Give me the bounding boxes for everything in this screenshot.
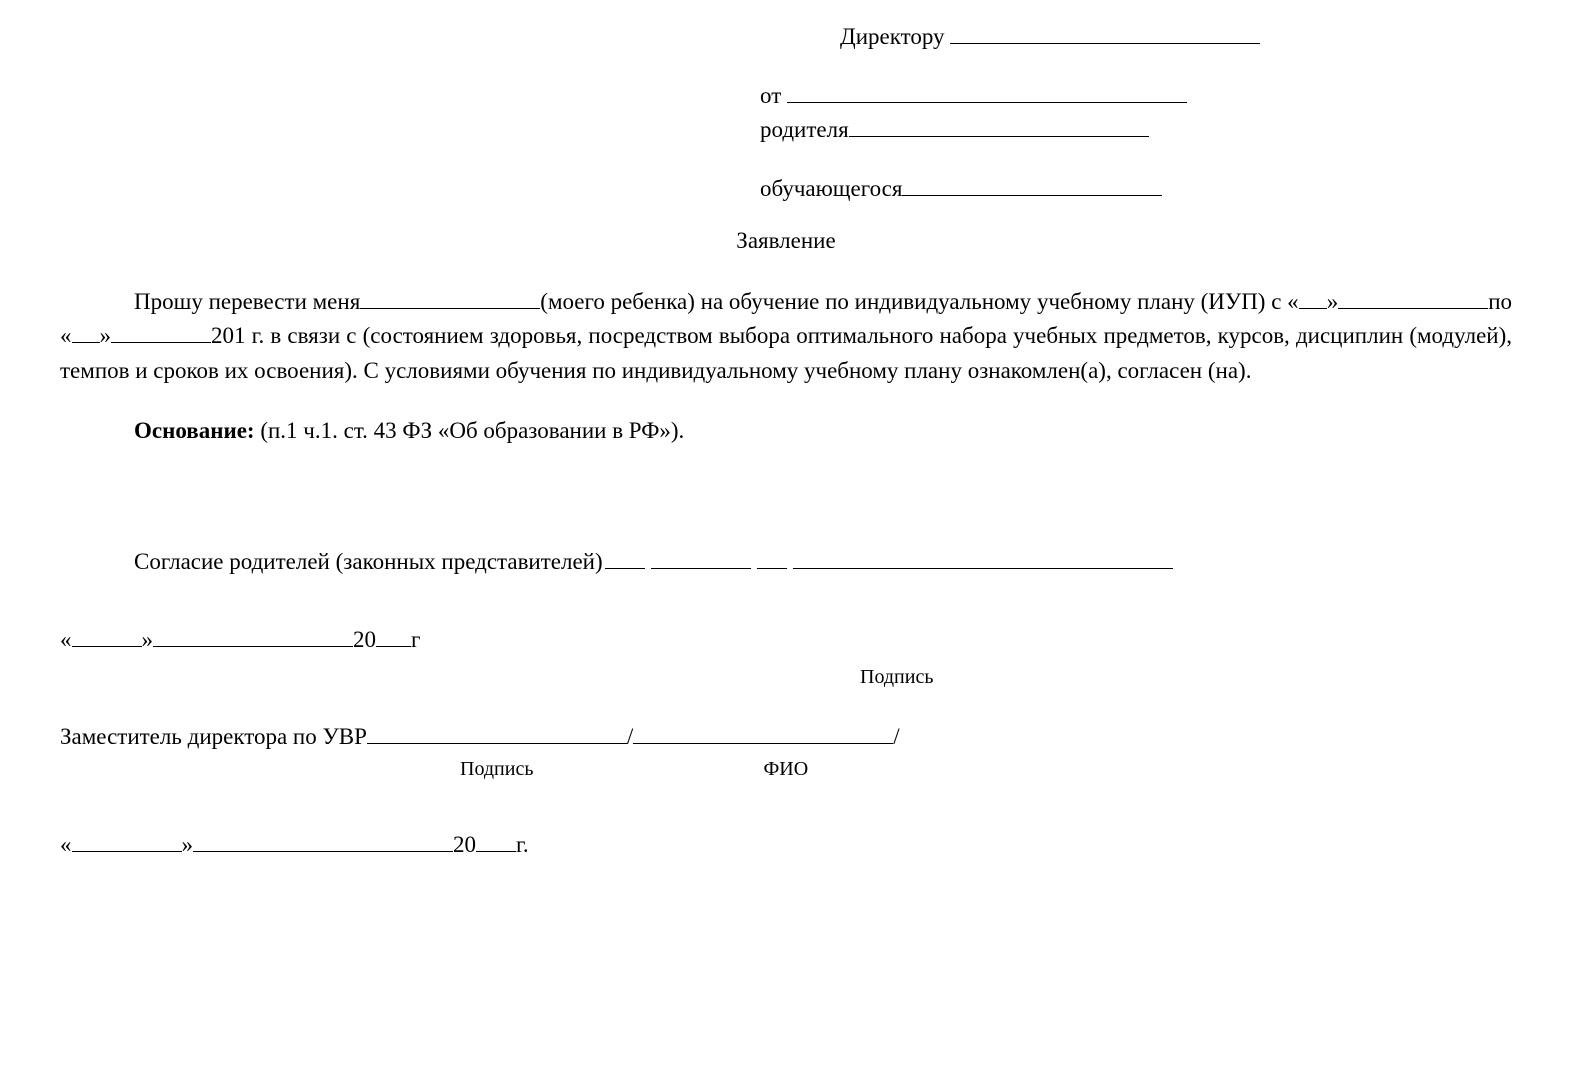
parent-label: родителя [760, 113, 849, 148]
date1-year-prefix: 20 [353, 623, 376, 658]
body-month1-blank[interactable] [1338, 285, 1488, 309]
deputy-cap-sign: Подпись [460, 754, 533, 784]
header-from-row: от [760, 79, 1512, 114]
header-to-row: Директору [840, 20, 1512, 55]
from-label: от [760, 79, 787, 114]
basis-text: (п.1 ч.1. ст. 43 ФЗ «Об образовании в РФ… [260, 418, 684, 443]
body-1a: Прошу перевести меня [134, 289, 360, 314]
body-2e: 201 г. в связи с (состоянием здоровья, [211, 323, 582, 348]
header-block: Директору от родителя обучающегося [60, 20, 1512, 206]
deputy-cap-name: ФИО [763, 754, 808, 784]
consent-label: Согласие родителей (законных представите… [134, 545, 603, 580]
consent-row: Согласие родителей (законных представите… [60, 545, 1512, 580]
deputy-row: Заместитель директора по УВР / / [60, 720, 1512, 755]
date2-year-blank[interactable] [476, 828, 516, 852]
header-student-row: обучающегося [760, 172, 1512, 207]
signature-right-caption: Подпись [860, 662, 1512, 692]
basis-label: Основание: [134, 418, 260, 443]
deputy-sign-blank[interactable] [367, 720, 627, 744]
date2-close: » [182, 828, 194, 863]
form-title: Заявление [736, 228, 835, 253]
date-row-2: « » 20 г. [60, 828, 1512, 863]
deputy-label: Заместитель директора по УВР [60, 720, 367, 755]
date1-day-blank[interactable] [72, 623, 142, 647]
date-row-1: « » 20 г [60, 623, 1512, 658]
consent-blank-1[interactable] [605, 545, 645, 569]
date1-month-blank[interactable] [153, 623, 353, 647]
consent-blank-2[interactable] [651, 545, 751, 569]
date2-year-prefix: 20 [453, 828, 476, 863]
date1-open: « [60, 623, 72, 658]
deputy-name-blank[interactable] [633, 720, 893, 744]
deputy-caption-row: Подпись ФИО [60, 754, 1512, 784]
body-1b: (моего ребенка) на обучение по индивидуа… [540, 289, 1031, 314]
basis-paragraph: Основание: (п.1 ч.1. ст. 43 ФЗ «Об образ… [60, 414, 1512, 449]
date1-close: » [142, 623, 154, 658]
consent-blank-4[interactable] [793, 545, 1173, 569]
header-parent-row: родителя [760, 113, 1512, 148]
deputy-sep-2: / [893, 720, 899, 755]
title-row: Заявление [60, 224, 1512, 259]
parent-blank[interactable] [849, 113, 1149, 137]
consent-blank-3[interactable] [757, 545, 787, 569]
body-day1-blank[interactable] [1299, 285, 1327, 309]
student-label: обучающегося [760, 172, 902, 207]
date2-month-blank[interactable] [193, 828, 453, 852]
date2-open: « [60, 828, 72, 863]
date2-day-blank[interactable] [72, 828, 182, 852]
to-blank[interactable] [950, 20, 1260, 44]
date2-year-suffix: г. [516, 828, 529, 863]
application-form: Директору от родителя обучающегося Заявл… [0, 0, 1572, 1071]
body-2d: » [100, 323, 112, 348]
body-name-blank[interactable] [360, 285, 540, 309]
body-2a: учебному плану (ИУП) с « [1037, 289, 1299, 314]
body-day2-blank[interactable] [72, 319, 100, 343]
date1-year-blank[interactable] [376, 623, 411, 647]
body-month2-blank[interactable] [111, 319, 211, 343]
date1-year-suffix: г [411, 623, 420, 658]
to-label: Директору [840, 20, 950, 55]
from-blank[interactable] [787, 79, 1187, 103]
student-blank[interactable] [902, 172, 1162, 196]
body-paragraph: Прошу перевести меня (моего ребенка) на о… [60, 285, 1512, 389]
body-2b: » [1327, 289, 1339, 314]
